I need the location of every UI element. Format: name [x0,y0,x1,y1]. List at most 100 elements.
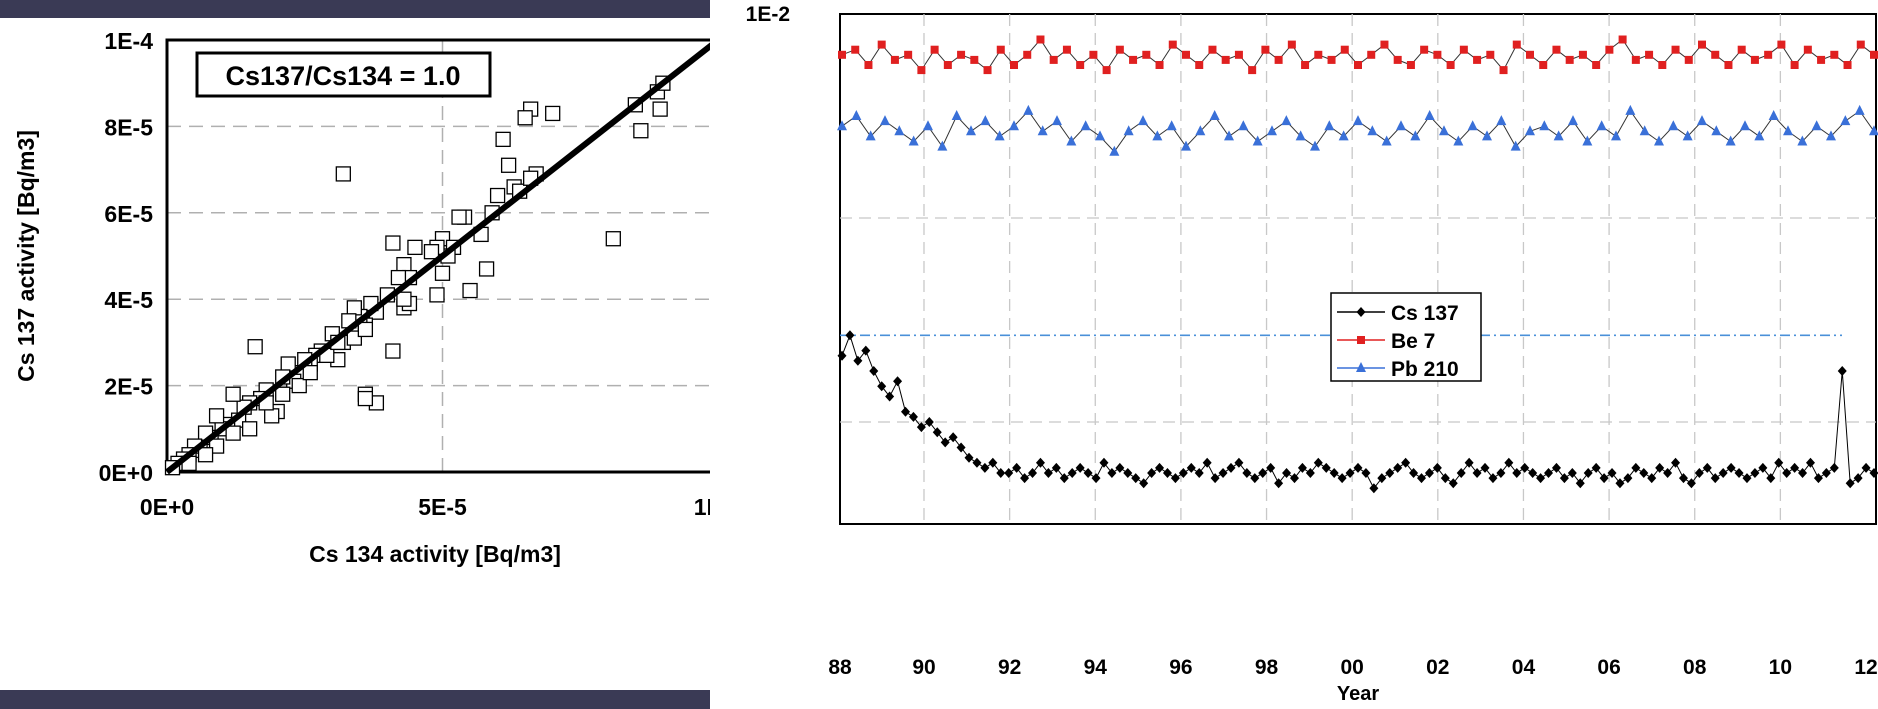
series-marker [1520,462,1530,473]
series-marker [930,45,939,54]
timeseries-legend: Cs 137 Be 7 Pb 210 [1330,292,1482,382]
scatter-point [241,421,258,437]
series-marker [1599,473,1609,484]
scatter-tick-labels: 0E+02E-54E-56E-58E-51E-40E+05E-51E-4 [99,28,743,520]
series-marker [1663,468,1673,478]
series-marker [1004,468,1014,478]
series-marker [1115,45,1124,54]
series-marker [1539,120,1550,131]
series-marker [1528,468,1538,478]
series-marker [1274,478,1284,489]
series-marker [1764,50,1773,59]
scatter-point [390,269,407,286]
series-marker [1645,50,1654,59]
series-marker [1369,483,1379,494]
series-marker [1467,120,1478,131]
series-marker [1043,468,1053,478]
series-marker [1774,457,1784,468]
series-marker [980,462,990,473]
scatter-point [545,105,561,122]
timeseries-x-tick-label: 02 [1426,656,1449,679]
series-marker [1737,45,1746,54]
series-marker [1099,457,1109,468]
series-marker [1559,473,1569,484]
scatter-point [451,209,467,225]
series-marker [901,406,911,417]
scatter-point [517,110,533,126]
series-marker [1726,462,1736,473]
slide-band-top [0,0,710,18]
series-marker [1472,468,1482,478]
timeseries-x-axis-label: Year [1337,683,1379,705]
timeseries-y-top-tick: 1E-2 [746,3,790,26]
series-marker [1248,66,1257,75]
series-marker [994,130,1005,141]
series-marker [1805,457,1815,468]
series-marker [1356,307,1366,317]
series-marker [1512,468,1522,478]
series-marker [1575,478,1585,489]
series-marker [1131,473,1141,484]
series-marker [1409,468,1419,478]
scatter-point [429,287,445,303]
scatter-x-axis-label: Cs 134 activity [Bq/m3] [309,541,561,567]
scatter-point [652,101,668,117]
series-marker [1710,473,1720,484]
scatter-point [489,187,506,204]
timeseries-gridlines [840,14,1876,524]
series-marker [1305,468,1315,478]
scatter-point [407,239,423,256]
series-marker [1553,130,1564,141]
series-marker [1698,40,1706,49]
series-marker [1797,135,1808,146]
series-marker [1510,140,1521,151]
series-marker [1618,35,1627,44]
series-marker [1234,50,1243,59]
series-marker [1310,140,1320,151]
timeseries-tick-labels: 88 90 92 94 96 98 00 02 04 06 08 10 12 [828,656,1877,679]
series-marker [1152,130,1163,141]
series-marker [1066,135,1077,146]
series-marker [1658,61,1667,69]
series-marker [988,457,998,468]
series-marker [957,50,966,59]
series-marker [1037,125,1048,136]
series-marker [1790,61,1799,69]
series-marker [893,376,903,387]
series-marker [1340,45,1349,54]
series-marker [1178,468,1188,478]
series-marker [845,330,855,341]
series-marker [924,417,934,427]
series-marker [851,110,862,120]
ratio-reference-line [165,37,720,475]
series-marker [1258,468,1268,478]
series-marker [1625,104,1636,115]
series-marker [1790,462,1800,473]
series-marker [980,115,991,126]
series-marker [1023,50,1032,59]
series-marker [1711,125,1722,136]
series-marker [1782,468,1792,478]
timeseries-x-tick-label: 94 [1084,656,1108,679]
scatter-point [500,157,517,173]
series-marker [964,452,974,463]
series-marker [1567,468,1577,478]
timeseries-x-tick-label: 10 [1769,656,1792,679]
series-marker [951,110,962,120]
series-marker [932,427,942,438]
series-marker [1377,473,1387,484]
timeseries-x-tick-label: 90 [912,656,935,679]
series-marker [1091,473,1101,484]
series-marker [1754,130,1765,141]
series-marker [880,115,890,126]
scatter-point [633,123,649,139]
series-marker [1297,462,1307,473]
series-marker [1830,50,1839,59]
series-marker [1869,125,1878,136]
legend-label: Be 7 [1391,330,1435,353]
series-marker [1826,130,1836,141]
series-marker [1539,61,1548,69]
series-marker [1059,473,1069,484]
series-marker [1611,130,1621,141]
series-marker [853,355,863,366]
